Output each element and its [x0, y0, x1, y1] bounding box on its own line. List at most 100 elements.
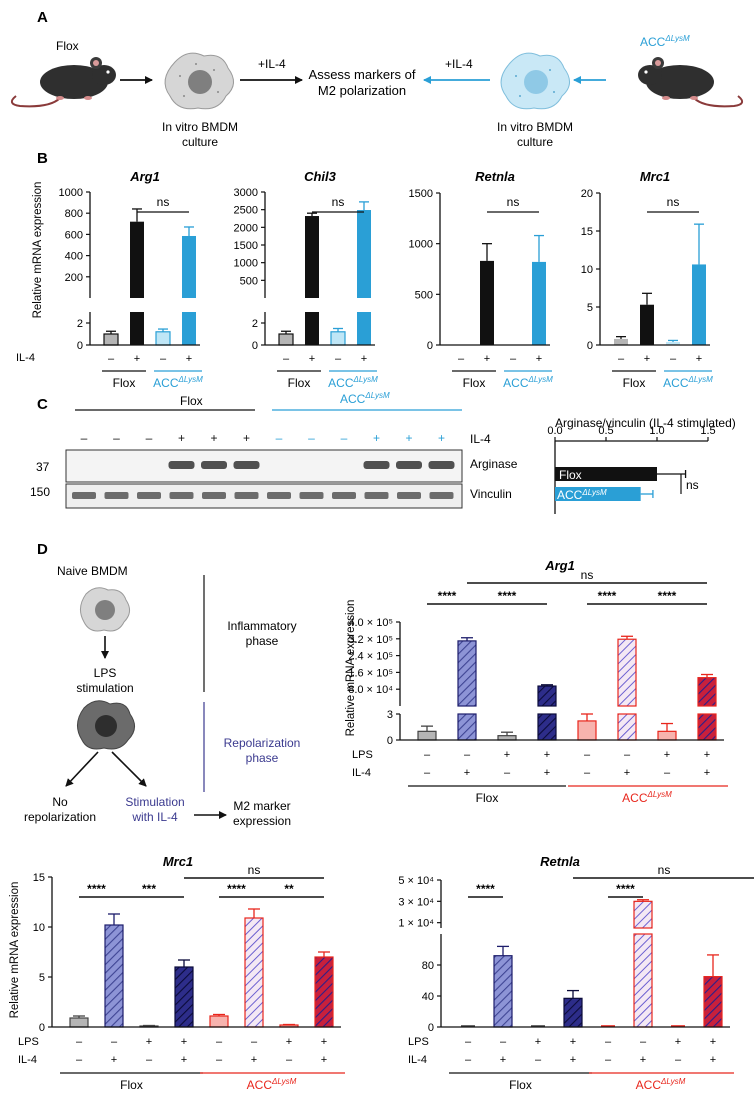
il4-sign: –: [664, 767, 671, 779]
repolarization-line2: phase: [246, 751, 279, 765]
y-tick-label: 1000: [59, 187, 83, 199]
bar: [330, 331, 346, 346]
y-tick-label: 2: [252, 318, 258, 330]
il4-sign: +: [644, 353, 650, 365]
y-tick-label: 0: [39, 1022, 45, 1034]
bar: [577, 720, 597, 741]
flox-group-label: Flox: [463, 376, 486, 390]
lps-stim-line2: stimulation: [76, 681, 133, 695]
significance-label: ns: [658, 863, 671, 877]
y-tick-label: 10: [581, 264, 593, 276]
y-tick-label: 600: [65, 229, 83, 241]
panel-d-chart-arg1: Arg1 Relative mRNA expression 0 3 8.0 × 10⁴ 1…: [345, 558, 728, 805]
arginase-band: [168, 461, 195, 469]
lps-sign: –: [605, 1036, 612, 1048]
significance-label: ****: [227, 882, 246, 896]
quant-bar: [555, 467, 657, 481]
y-tick-label: 8.0 × 10⁴: [348, 684, 393, 696]
il4-sign: +: [624, 767, 630, 779]
y-tick-label: 40: [422, 991, 434, 1003]
il4-sign: –: [510, 353, 517, 365]
blot-lane-il4-sign: –: [113, 431, 120, 445]
quant-bar: [555, 487, 641, 501]
y-tick-label: 0: [252, 340, 258, 352]
panel-b-ylabel: Relative mRNA expression: [32, 182, 44, 319]
il4-sign: –: [605, 1054, 612, 1066]
bar: [614, 338, 628, 345]
bar-lower: [697, 713, 717, 741]
y-tick-label: 1500: [234, 240, 258, 252]
lps-sign: –: [251, 1036, 258, 1048]
il4-sign: –: [76, 1054, 83, 1066]
band-label-vinculin: Vinculin: [470, 487, 512, 501]
lps-row-label: LPS: [18, 1036, 39, 1048]
bar: [537, 685, 557, 707]
lps-sign: +: [286, 1036, 292, 1048]
no-repol-line2: repolarization: [24, 810, 96, 824]
significance-label: ns: [248, 863, 261, 877]
y-tick-label: 0: [387, 735, 393, 747]
blot-il4-label: IL-4: [470, 432, 491, 446]
significance-label: ****: [598, 589, 617, 603]
ns-label: ns: [686, 478, 699, 492]
bar-lower: [633, 933, 653, 1028]
chart-title-arg1: Arg1: [544, 558, 575, 573]
stim-il4-line1: Stimulation: [125, 795, 184, 809]
bar: [155, 331, 171, 346]
ns-label: ns: [157, 195, 170, 209]
y-tick-label: 200: [65, 272, 83, 284]
panel-a: A Flox In vitro BMDM culture +IL-4 Asses…: [10, 9, 744, 149]
lps-sign: +: [570, 1036, 576, 1048]
blot-lane-il4-sign: +: [405, 431, 412, 445]
y-tick-label: 800: [65, 208, 83, 220]
lps-sign: +: [321, 1036, 327, 1048]
vinculin-band: [364, 492, 389, 499]
center-text-line1: Assess markers of: [309, 67, 416, 82]
il4-row-label: IL-4: [352, 767, 371, 779]
mw-37: 37: [36, 460, 50, 474]
panel-b-chart-mrc1: Mrc1 0 5 10 15 20 ns – + – + Flox ACCΔLysM: [581, 169, 713, 390]
il4-sign: –: [670, 353, 677, 365]
y-tick-label: 15: [581, 226, 593, 238]
lps-sign: +: [504, 749, 510, 761]
il4-sign: +: [500, 1054, 506, 1066]
ns-label: ns: [332, 195, 345, 209]
y-tick-label: 80: [422, 960, 434, 972]
panel-d: D Naive BMDM LPS stimulation No repolari…: [24, 541, 300, 828]
bar: [617, 638, 637, 707]
significance-label: ****: [498, 589, 517, 603]
il4-sign: +: [186, 353, 192, 365]
vinculin-band: [299, 492, 324, 499]
bar: [103, 333, 119, 346]
chart-title-retnla: Retnla: [540, 854, 580, 869]
lps-sign: –: [464, 749, 471, 761]
acc-group-label: ACCΔLysM: [153, 375, 203, 390]
panel-c: C Flox ACCΔLysM IL-4 37 150 Arginase Vin…: [30, 391, 736, 509]
vinculin-blot: [65, 483, 463, 509]
panel-b: B Relative mRNA expression IL-4: [16, 150, 48, 364]
left-il4-arrow-label: +IL-4: [258, 57, 286, 71]
blot-lane-il4-sign: –: [146, 431, 153, 445]
bar: [104, 924, 124, 1028]
bar-lower: [617, 713, 637, 741]
vinculin-band: [202, 492, 226, 499]
il4-sign: –: [335, 353, 342, 365]
bar-lower: [305, 312, 319, 345]
il4-sign: –: [108, 353, 115, 365]
lps-sign: +: [146, 1036, 152, 1048]
right-culture-line2: culture: [517, 135, 553, 149]
lps-sign: –: [584, 749, 591, 761]
lps-sign: –: [76, 1036, 83, 1048]
bar: [563, 997, 583, 1028]
y-tick-label: 4.0 × 10⁵: [348, 617, 393, 629]
il4-sign: +: [321, 1054, 327, 1066]
panel-c-label: C: [37, 396, 48, 413]
significance-label: ****: [658, 589, 677, 603]
y-tick-label: 20: [581, 188, 593, 200]
arrow-to-no-repol: [65, 751, 99, 787]
il4-sign: –: [283, 353, 290, 365]
panel-a-label: A: [37, 9, 48, 26]
panel-d-label: D: [37, 541, 48, 558]
blot-lane-il4-sign: –: [81, 431, 88, 445]
